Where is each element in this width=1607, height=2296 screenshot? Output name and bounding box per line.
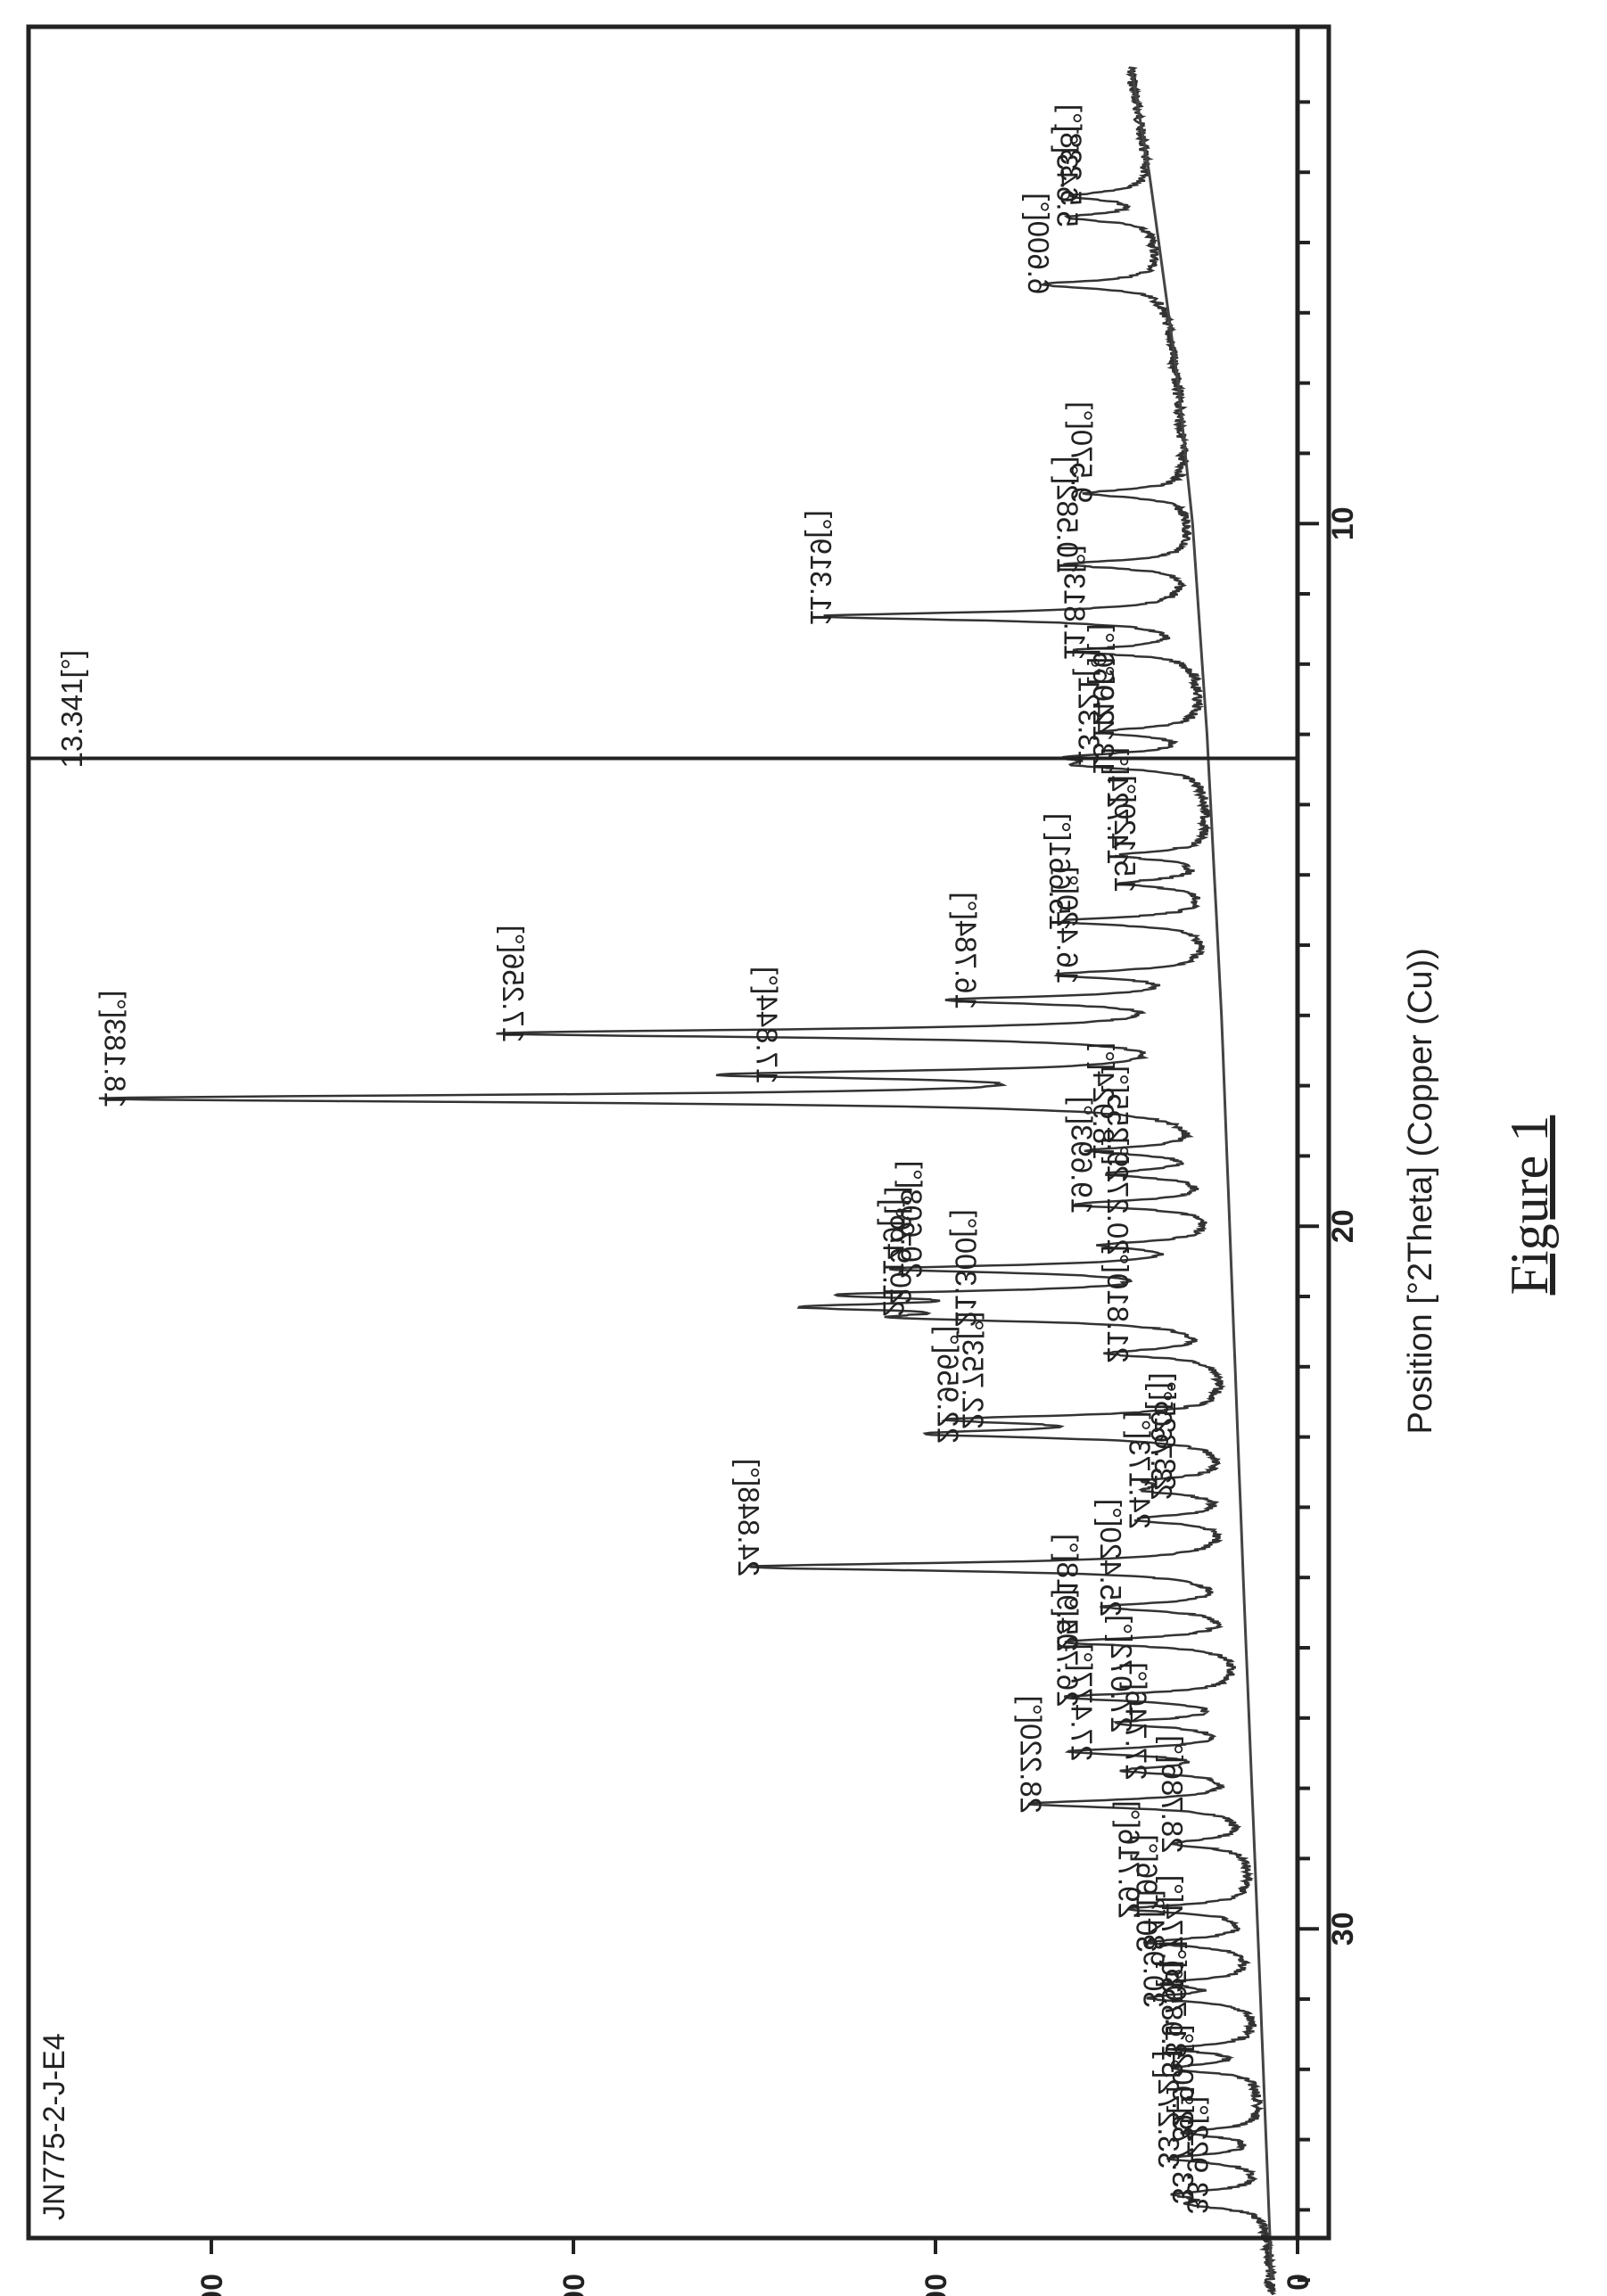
peak-label: 11.813[°] [1058,545,1091,661]
peak-label: 30.774[°] [1156,1875,1189,1993]
peak-label: 22.956[°] [931,1326,964,1444]
peak-label: 25.918[°] [1051,1534,1084,1651]
peak-label: 22.753[°] [957,1312,990,1429]
peak-label: 28.220[°] [1015,1695,1048,1813]
peak-label: 27.072[°] [1105,1615,1138,1732]
peak-label: 5.338[°] [1054,104,1087,206]
peak-label: 10.582[°] [1051,457,1084,574]
peak-label: 5.643[°] [1051,126,1084,227]
peak-label: 32.902[°] [1166,2024,1199,2142]
peak-label: 21.300[°] [950,1209,983,1327]
peak-label: 17.256[°] [497,926,530,1043]
intensity-tick-label: 2000 [557,2274,591,2296]
peak-label: 20.272[°] [1101,1137,1134,1255]
peak-label: 31.705[°] [1159,1940,1192,2058]
peak-labels: 5.338[°]5.643[°]6.600[°] 9.570[°]10.582[°… [55,104,1214,2215]
peak-label: 27.746[°] [1119,1662,1152,1780]
diffraction-trace [98,66,1278,2296]
peak-label: 25.420[°] [1094,1499,1127,1617]
peak-label: 13.321[°] [1073,648,1106,766]
peak-label: 21.149[°] [877,1198,910,1316]
peak-label: 15.661[°] [1043,813,1076,931]
reference-line-label: 13.341[°] [55,650,88,768]
peak-label: 11.319[°] [804,510,837,626]
x-axis-title: Position [°2Theta] (Copper (Cu)) [1402,948,1439,1434]
peak-label: 23.625[°] [1149,1372,1182,1490]
plot-frame [26,24,1331,2241]
position-tick-label: 30 [1326,1912,1360,1946]
peak-label: 18.924[°] [1087,1042,1120,1160]
plot-area [29,66,1298,2296]
peak-label: 17.844[°] [750,967,783,1084]
peak-label: 20.976[°] [885,1187,918,1304]
peak-label: 31.985[°] [1156,1960,1189,2078]
peak-label: 26.704[°] [1051,1589,1084,1707]
position-tick-label: 20 [1326,1209,1360,1243]
peak-label: 30.196[°] [1131,1834,1164,1952]
background-line [1129,66,1273,2281]
intensity-tick-label: 0 [1281,2274,1315,2291]
peak-label: 18.183[°] [99,991,132,1108]
peak-label: 29.716[°] [1112,1800,1145,1918]
peak-label: 27.477[°] [1066,1643,1099,1761]
peak-label: 24.173[°] [1123,1411,1156,1529]
peak-label: 20.608[°] [895,1161,928,1279]
peak-label: 23.760[°] [1145,1382,1178,1500]
peak-label: 13.440[°] [1087,657,1120,775]
intensity-tick-label: 3000 [195,2274,229,2296]
peak-label: 21.810[°] [1101,1245,1134,1362]
peak-label: 12.966[°] [1087,623,1120,741]
peak-label: 24.848[°] [732,1459,765,1576]
peak-label: 30.984[°] [1138,1889,1171,2007]
peak-label: 33.779[°] [1166,2086,1199,2204]
peak-label: 15.120[°] [1108,775,1141,893]
peak-label: 9.570[°] [1066,401,1099,503]
intensity-tick-label: 1000 [919,2274,953,2296]
peak-label: 19.255[°] [1101,1066,1134,1183]
position-tick-label: 10 [1326,506,1360,540]
peak-label: 19.693[°] [1066,1097,1099,1214]
figure-caption: Figure 1 [1500,1115,1559,1296]
sample-label: JN775-2-J-E4 [37,2033,71,2220]
axes: 0 1000 2000 3000 10 20 30 [26,24,1360,2296]
peak-label: 28.786[°] [1156,1735,1189,1853]
peak-label: 14.724[°] [1101,747,1134,865]
peak-label: 6.600[°] [1022,193,1055,294]
peak-label: 16.784[°] [950,892,983,1009]
peak-label: 33.922[°] [1181,2096,1214,2214]
peak-label: 33.272[°] [1152,2051,1185,2168]
peak-label: 16.420[°] [1051,867,1084,984]
